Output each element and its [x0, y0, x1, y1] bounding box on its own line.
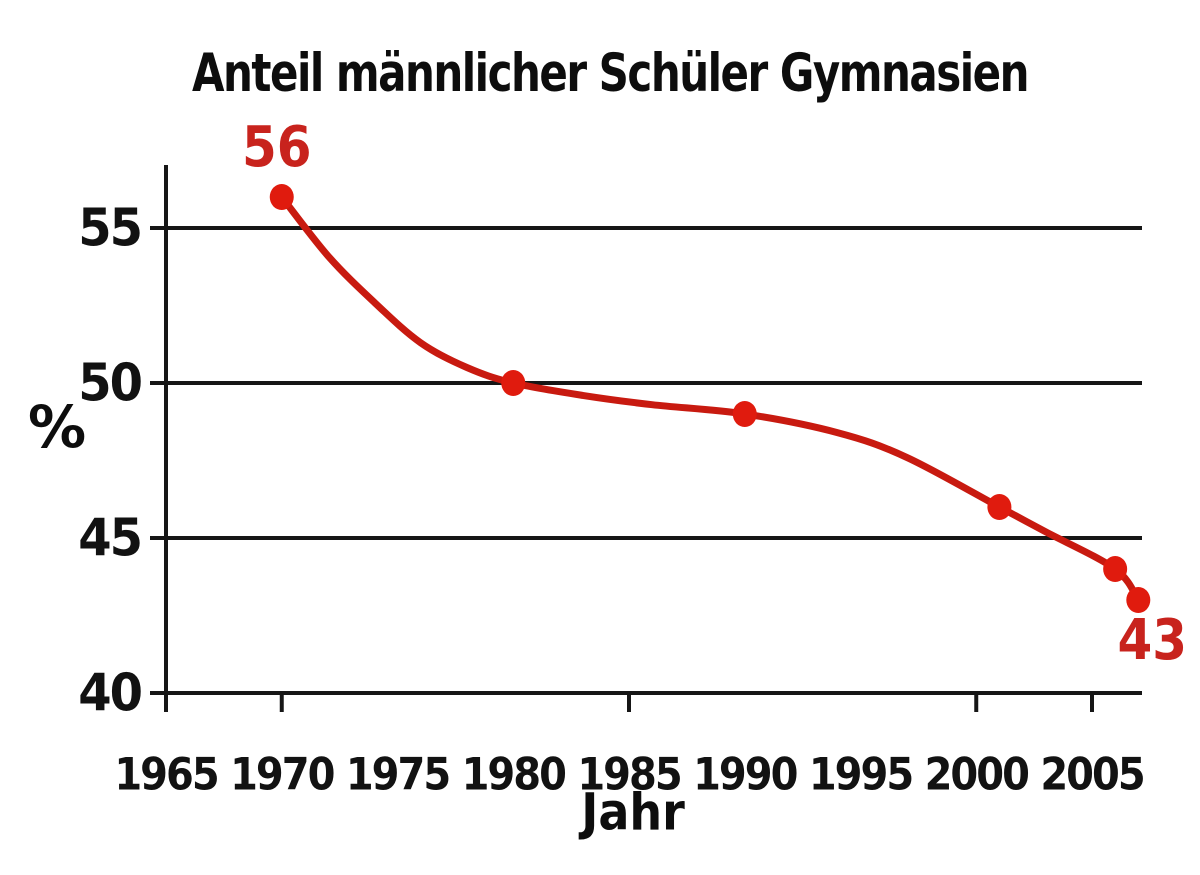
- x-tick-label: 2005: [1040, 749, 1145, 801]
- y-tick-label: 50: [78, 352, 143, 414]
- data-point: [1126, 587, 1151, 613]
- data-point: [987, 494, 1012, 520]
- x-tick-label: 1975: [345, 749, 451, 801]
- data-point: [732, 401, 757, 427]
- x-tick-label: 1980: [461, 749, 567, 801]
- x-tick-label: 1990: [693, 749, 798, 801]
- y-tick-label: 45: [78, 507, 143, 569]
- x-tick-label: 1965: [114, 749, 219, 801]
- data-point: [1103, 556, 1128, 582]
- annotation-end-value: 43: [1117, 607, 1188, 673]
- y-axis-label: %: [27, 393, 87, 461]
- y-tick-label: 55: [78, 197, 143, 259]
- data-line: [278, 193, 1142, 604]
- x-axis-label: Jahr: [581, 782, 685, 842]
- x-tick-label: 1985: [577, 749, 682, 801]
- x-tick-label: 2000: [924, 749, 1030, 801]
- x-tick-label: 1970: [230, 749, 335, 801]
- y-tick-label: 40: [78, 662, 143, 724]
- data-point: [501, 370, 526, 396]
- data-point: [269, 184, 294, 210]
- x-tick-label: 1995: [808, 749, 914, 801]
- annotation-start-value: 56: [241, 114, 312, 180]
- chart-title: Anteil männlicher Schüler Gymnasien: [191, 42, 1030, 104]
